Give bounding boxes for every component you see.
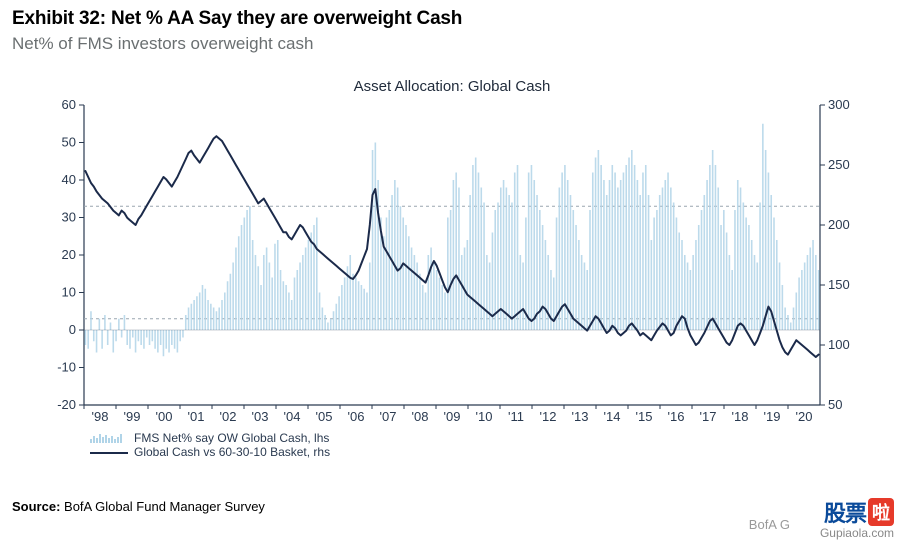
svg-text:50: 50: [828, 397, 842, 412]
svg-text:'13: '13: [572, 409, 589, 424]
chart-svg: -20 -10 0 10 20 30 40 50 60 50 100 150 200 250 300 '98 '…: [38, 99, 866, 429]
chart-title: Asset Allocation: Global Cash: [38, 78, 866, 95]
svg-text:'01: '01: [188, 409, 205, 424]
svg-text:50: 50: [62, 135, 76, 150]
bars-swatch: [90, 433, 128, 443]
svg-text:'06: '06: [348, 409, 365, 424]
source-prefix: Source:: [12, 499, 60, 514]
svg-text:0: 0: [69, 322, 76, 337]
svg-text:200: 200: [828, 217, 850, 232]
svg-text:'10: '10: [476, 409, 493, 424]
svg-text:'19: '19: [764, 409, 781, 424]
svg-text:'04: '04: [284, 409, 301, 424]
svg-text:100: 100: [828, 337, 850, 352]
header: Exhibit 32: Net % AA Say they are overwe…: [0, 0, 900, 56]
svg-text:'17: '17: [700, 409, 717, 424]
svg-text:'05: '05: [316, 409, 333, 424]
svg-text:'09: '09: [444, 409, 461, 424]
svg-text:'11: '11: [508, 409, 524, 424]
watermark-url: Gupiaola.com: [820, 526, 894, 540]
svg-text:'15: '15: [636, 409, 653, 424]
svg-text:'00: '00: [156, 409, 173, 424]
watermark-cn: 股票: [824, 496, 866, 528]
svg-text:'07: '07: [380, 409, 397, 424]
svg-text:-20: -20: [57, 397, 76, 412]
source-line: Source: BofA Global Fund Manager Survey: [12, 499, 265, 514]
svg-text:60: 60: [62, 99, 76, 112]
svg-text:10: 10: [62, 285, 76, 300]
svg-text:40: 40: [62, 172, 76, 187]
svg-text:'20: '20: [796, 409, 813, 424]
svg-text:'02: '02: [220, 409, 237, 424]
svg-text:'99: '99: [124, 409, 141, 424]
line-swatch: [90, 448, 128, 458]
svg-text:150: 150: [828, 277, 850, 292]
svg-text:'08: '08: [412, 409, 429, 424]
svg-text:'14: '14: [604, 409, 621, 424]
watermark: 股票 啦 Gupiaola.com: [820, 496, 894, 540]
watermark-badge: 啦: [868, 498, 894, 526]
legend: FMS Net% say OW Global Cash, lhs Global …: [90, 431, 866, 460]
svg-text:20: 20: [62, 247, 76, 262]
svg-text:'03: '03: [252, 409, 269, 424]
subtitle: Net% of FMS investors overweight cash: [12, 34, 888, 54]
svg-text:250: 250: [828, 157, 850, 172]
svg-text:'18: '18: [732, 409, 749, 424]
bofa-cutoff: BofA G: [749, 517, 790, 532]
legend-bars: FMS Net% say OW Global Cash, lhs: [90, 431, 866, 445]
svg-text:'16: '16: [668, 409, 685, 424]
svg-text:'12: '12: [540, 409, 557, 424]
chart-area: Asset Allocation: Global Cash -20 -10 0 10 2…: [38, 78, 866, 448]
exhibit-title: Exhibit 32: Net % AA Say they are overwe…: [12, 8, 888, 30]
legend-line: Global Cash vs 60-30-10 Basket, rhs: [90, 445, 866, 459]
svg-text:'98: '98: [92, 409, 109, 424]
source-text: BofA Global Fund Manager Survey: [64, 499, 265, 514]
svg-text:30: 30: [62, 210, 76, 225]
legend-line-label: Global Cash vs 60-30-10 Basket, rhs: [134, 445, 330, 459]
legend-bars-label: FMS Net% say OW Global Cash, lhs: [134, 431, 329, 445]
svg-text:-10: -10: [57, 360, 76, 375]
svg-text:300: 300: [828, 99, 850, 112]
